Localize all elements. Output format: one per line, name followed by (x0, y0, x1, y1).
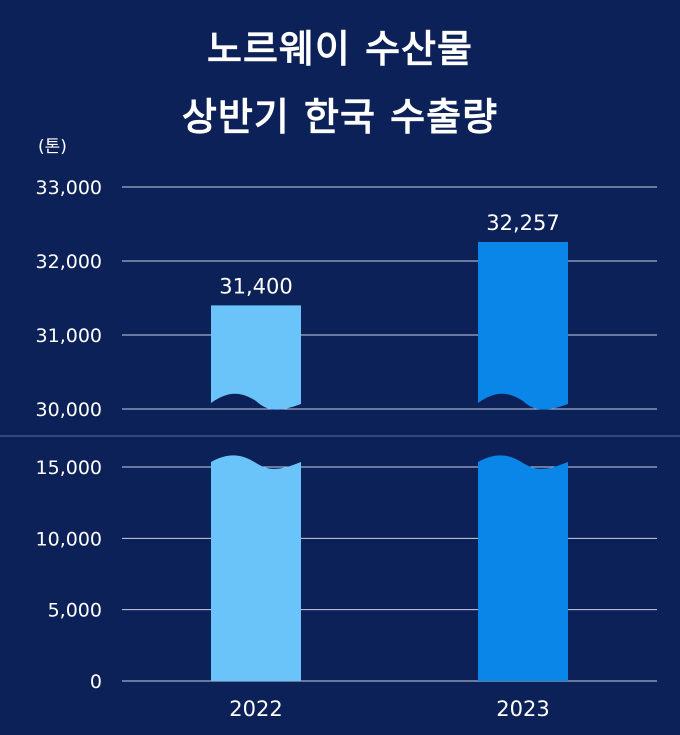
chart-title-line-2: 상반기 한국 수출량 (181, 95, 499, 139)
bar-2022-lower (211, 455, 301, 681)
y-axis-unit-label: (톤) (38, 137, 67, 157)
y-tick-label: 15,000 (36, 457, 102, 479)
lower-gridlines (122, 466, 657, 682)
y-tick-label: 33,000 (36, 177, 102, 199)
upper-y-tick-labels: 33,000 32,000 31,000 30,000 (36, 177, 102, 421)
data-label-2023: 32,257 (486, 211, 559, 235)
bar-2023-upper (478, 241, 568, 410)
y-tick-label: 5,000 (48, 600, 102, 622)
x-axis-labels: 2022 2023 (229, 697, 549, 721)
y-tick-label: 30,000 (36, 399, 102, 421)
bars (211, 241, 568, 681)
y-tick-label: 10,000 (36, 528, 102, 550)
upper-gridlines (122, 186, 657, 410)
x-label-2023: 2023 (496, 697, 549, 721)
x-label-2022: 2022 (229, 697, 282, 721)
chart-title-line-1: 노르웨이 수산물 (207, 27, 473, 71)
data-label-2022: 31,400 (219, 274, 292, 298)
data-labels: 31,400 32,257 (219, 211, 559, 298)
lower-y-tick-labels: 15,000 10,000 5,000 0 (36, 457, 102, 693)
bar-2023-lower (478, 455, 568, 681)
bar-2022-upper (211, 305, 301, 410)
y-tick-label: 32,000 (36, 251, 102, 273)
y-tick-label: 31,000 (36, 325, 102, 347)
y-tick-label: 0 (90, 671, 102, 693)
